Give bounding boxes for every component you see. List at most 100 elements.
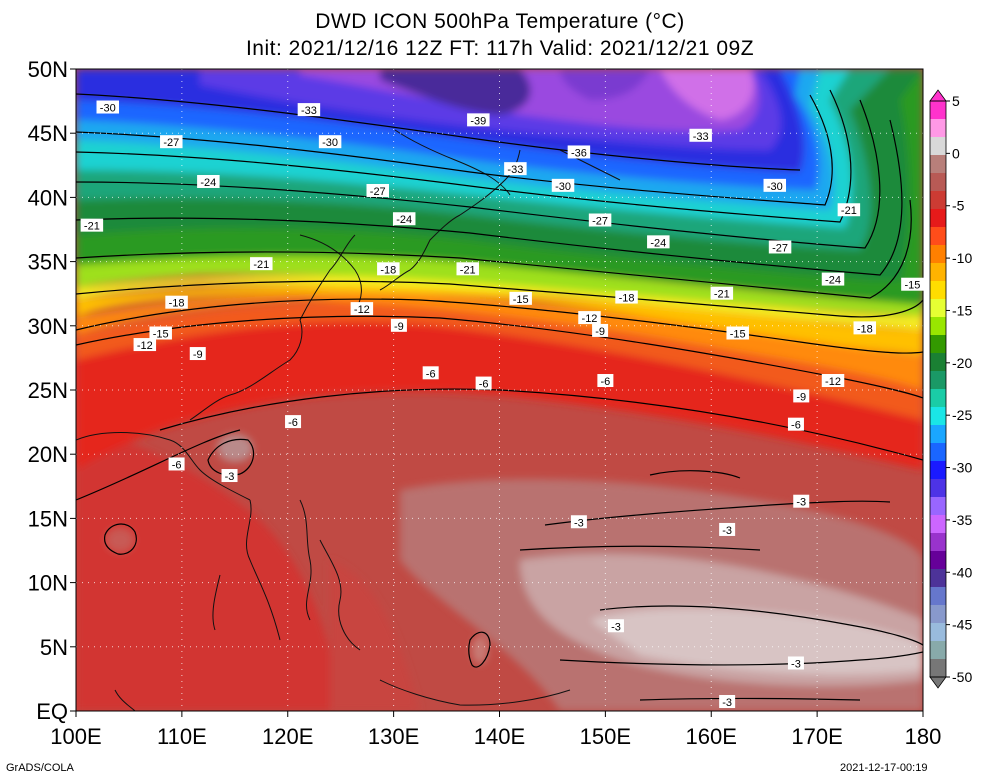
contour-label: -27 <box>592 216 608 228</box>
colorbar-segment <box>930 263 946 282</box>
contour-label-box <box>793 389 810 403</box>
x-tick-label: 140E <box>474 724 525 749</box>
contour-label-box <box>763 178 787 192</box>
contour-label-box <box>567 145 591 159</box>
contour-label-box <box>837 203 861 217</box>
colorbar-segment <box>930 335 946 354</box>
contour-label-box <box>509 291 532 305</box>
contour-label-box <box>719 695 736 709</box>
x-tick-label: 150E <box>580 724 631 749</box>
colorbar-label: 0 <box>952 145 960 161</box>
y-tick-label: 35N <box>28 250 68 275</box>
map-subtitle: Init: 2021/12/16 12Z FT: 117h Valid: 202… <box>245 37 755 60</box>
colorbar-bottom-arrow <box>929 676 947 689</box>
y-tick-label: 10N <box>28 571 68 596</box>
contour-label-box <box>647 235 670 249</box>
contour-label: -30 <box>322 137 338 149</box>
contour-label: -30 <box>555 181 571 193</box>
y-tick-label: EQ <box>36 699 68 724</box>
colorbar-segment <box>930 317 946 336</box>
colorbar-segment <box>930 407 946 426</box>
contour-label-box <box>133 338 157 352</box>
contour-label: -18 <box>857 323 873 335</box>
contour-label-box <box>710 286 734 300</box>
colorbar: 5 0 -5 -10 -15 -20 -25 -30 -35 -40 -45 -50 <box>929 89 972 689</box>
colorbar-segment <box>930 443 946 462</box>
contour-label-box <box>350 302 374 316</box>
contour-label-box <box>787 417 804 431</box>
x-tick-label: 120E <box>262 724 313 749</box>
contour-label: -18 <box>380 264 396 276</box>
colorbar-label: -25 <box>952 407 972 423</box>
contour-label-box <box>96 100 120 114</box>
colorbar-label: -10 <box>952 250 972 266</box>
contour-label: -21 <box>84 221 100 233</box>
contour-label-box <box>221 469 238 483</box>
contour-label-box <box>80 218 104 232</box>
contour-label: -21 <box>714 289 730 301</box>
contour-label-box <box>768 240 792 254</box>
x-tick-label: 180 <box>905 724 942 749</box>
contour-label-box <box>390 318 407 332</box>
contour-label-box <box>189 347 206 361</box>
colorbar-segment <box>930 119 946 138</box>
contour-label: -21 <box>460 264 476 276</box>
contour-label-box <box>168 457 185 471</box>
colorbar-label: -5 <box>952 198 965 214</box>
colorbar-segment <box>930 461 946 480</box>
colorbar-segment <box>930 281 946 300</box>
colorbar-label: -50 <box>952 669 972 685</box>
colorbar-segment <box>930 137 946 156</box>
contour-label: -36 <box>571 147 587 159</box>
contour-label-box <box>615 290 638 304</box>
contour-label: -3 <box>722 697 732 709</box>
x-tick-label: 100E <box>50 724 101 749</box>
contour-label: -6 <box>172 459 182 471</box>
contour-label: -3 <box>574 517 584 529</box>
contour-label: -27 <box>370 186 386 198</box>
contour-label: -3 <box>225 471 235 483</box>
contour-label-box <box>165 295 188 309</box>
contour-label-box <box>297 103 321 117</box>
colorbar-segment <box>930 605 946 624</box>
colorbar-segment <box>930 425 946 444</box>
colorbar-segment <box>930 371 946 390</box>
colorbar-segment <box>930 587 946 606</box>
contour-label: -39 <box>470 115 486 127</box>
contour-label-box <box>197 174 220 188</box>
colorbar-segment <box>930 173 946 192</box>
colorbar-label: 5 <box>952 93 960 109</box>
colorbar-segment <box>930 479 946 498</box>
colorbar-segment <box>930 245 946 264</box>
x-tick-label: 160E <box>686 724 737 749</box>
contour-label-box <box>853 321 877 335</box>
colorbar-segment <box>930 641 946 660</box>
contour-label: -6 <box>791 420 801 432</box>
colorbar-label: -45 <box>952 617 972 633</box>
contour-label-box <box>285 415 302 429</box>
y-tick-label: 5N <box>40 635 68 660</box>
contour-label-box <box>901 277 924 291</box>
contour-label: -12 <box>582 313 598 325</box>
colorbar-segment <box>930 101 946 120</box>
colorbar-label: -15 <box>952 302 972 318</box>
contour-label-box <box>592 323 609 337</box>
colorbar-label: -20 <box>952 355 972 371</box>
contour-label-box <box>689 128 712 142</box>
contour-label-box <box>475 376 492 390</box>
contour-label-box <box>366 183 389 197</box>
contour-label-box <box>377 262 400 276</box>
contour-label-box <box>318 135 342 149</box>
contour-label: -9 <box>394 321 404 333</box>
contour-label-box <box>456 262 479 276</box>
x-tick-label: 170E <box>791 724 842 749</box>
colorbar-segment <box>930 497 946 516</box>
y-tick-label: 40N <box>28 185 68 210</box>
contour-label: -3 <box>722 525 732 537</box>
colorbar-segment <box>930 569 946 588</box>
contour-label-box <box>504 162 527 176</box>
contour-label: -21 <box>253 259 269 271</box>
contour-label: -24 <box>825 275 841 287</box>
contour-label-box <box>793 494 810 508</box>
